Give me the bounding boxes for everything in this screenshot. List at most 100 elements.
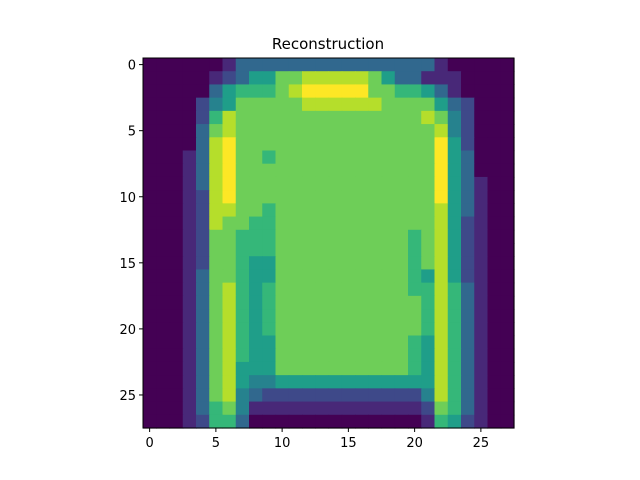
- heatmap-cell: [182, 388, 197, 403]
- heatmap-cell: [500, 124, 515, 138]
- heatmap-cell: [235, 335, 250, 350]
- heatmap-cell: [315, 401, 330, 416]
- heatmap-cell: [328, 110, 343, 125]
- heatmap-cell: [394, 97, 409, 112]
- heatmap-cell: [421, 256, 436, 271]
- heatmap-cell: [143, 243, 157, 257]
- heatmap-cell: [288, 190, 303, 204]
- heatmap-cell: [408, 124, 422, 138]
- heatmap-cell: [328, 137, 343, 152]
- heatmap-cell: [209, 243, 224, 257]
- heatmap-cell: [328, 229, 343, 244]
- heatmap-cell: [434, 216, 449, 231]
- heatmap-cell: [355, 348, 369, 363]
- heatmap-cell: [235, 203, 250, 218]
- heatmap-cell: [368, 361, 383, 376]
- heatmap-cell: [421, 150, 436, 165]
- heatmap-cell: [328, 401, 343, 416]
- heatmap-cell: [500, 84, 515, 99]
- heatmap-cell: [381, 71, 396, 86]
- heatmap-cell: [182, 243, 197, 257]
- heatmap-cell: [288, 361, 303, 376]
- heatmap-cell: [368, 322, 383, 337]
- heatmap-cell: [381, 190, 396, 204]
- heatmap-cell: [315, 190, 330, 204]
- heatmap-cell: [474, 414, 489, 429]
- heatmap-cell: [209, 414, 224, 429]
- heatmap-cell: [368, 176, 383, 191]
- heatmap-cell: [249, 361, 263, 376]
- heatmap-cell: [182, 137, 197, 152]
- heatmap-cell: [169, 84, 184, 99]
- heatmap-cell: [209, 282, 224, 297]
- heatmap-cell: [328, 176, 343, 191]
- heatmap-cell: [408, 282, 422, 297]
- heatmap-cell: [315, 124, 330, 138]
- heatmap-cell: [474, 229, 489, 244]
- heatmap-cell: [262, 71, 277, 86]
- heatmap-cell: [394, 375, 409, 389]
- heatmap-cell: [487, 110, 502, 125]
- heatmap-cell: [302, 84, 316, 99]
- heatmap-cell: [408, 243, 422, 257]
- heatmap-cell: [341, 216, 356, 231]
- heatmap-cell: [434, 58, 449, 72]
- heatmap-cell: [394, 269, 409, 284]
- heatmap-cell: [394, 150, 409, 165]
- heatmap-cell: [169, 335, 184, 350]
- heatmap-cell: [487, 269, 502, 284]
- heatmap-cell: [381, 110, 396, 125]
- heatmap-cell: [249, 295, 263, 310]
- heatmap-cell: [156, 150, 171, 165]
- heatmap-cell: [408, 229, 422, 244]
- heatmap-cell: [222, 348, 237, 363]
- heatmap-cell: [447, 414, 462, 429]
- heatmap-cell: [408, 137, 422, 152]
- heatmap-cell: [408, 84, 422, 99]
- heatmap-cell: [487, 216, 502, 231]
- heatmap-cell: [447, 190, 462, 204]
- heatmap-cell: [182, 203, 197, 218]
- heatmap-cell: [408, 361, 422, 376]
- heatmap-cell: [434, 256, 449, 271]
- heatmap-cell: [262, 414, 277, 429]
- heatmap-cell: [169, 150, 184, 165]
- heatmap-cell: [328, 71, 343, 86]
- heatmap-cell: [355, 295, 369, 310]
- heatmap-cell: [262, 97, 277, 112]
- heatmap-cell: [222, 322, 237, 337]
- heatmap-cell: [447, 335, 462, 350]
- heatmap-cell: [196, 229, 210, 244]
- heatmap-cell: [461, 375, 475, 389]
- heatmap-cell: [275, 401, 290, 416]
- heatmap-cell: [461, 335, 475, 350]
- heatmap-cell: [368, 163, 383, 178]
- heatmap-cell: [182, 190, 197, 204]
- heatmap-cell: [302, 71, 316, 86]
- heatmap-cell: [421, 84, 436, 99]
- heatmap-cell: [169, 309, 184, 323]
- heatmap-cell: [487, 190, 502, 204]
- heatmap-cell: [447, 203, 462, 218]
- heatmap-cell: [315, 216, 330, 231]
- heatmap-cell: [182, 110, 197, 125]
- heatmap-cell: [421, 269, 436, 284]
- heatmap-cell: [156, 401, 171, 416]
- heatmap-cell: [249, 309, 263, 323]
- heatmap-cell: [235, 84, 250, 99]
- heatmap-cell: [262, 216, 277, 231]
- heatmap-cell: [182, 176, 197, 191]
- heatmap-cell: [447, 71, 462, 86]
- heatmap-cell: [196, 71, 210, 86]
- heatmap-cell: [196, 137, 210, 152]
- heatmap-cell: [487, 97, 502, 112]
- heatmap-cell: [222, 335, 237, 350]
- heatmap-cell: [368, 150, 383, 165]
- heatmap-cell: [461, 190, 475, 204]
- heatmap-cell: [474, 388, 489, 403]
- heatmap-cell: [434, 71, 449, 86]
- heatmap-cell: [474, 176, 489, 191]
- heatmap-cell: [143, 229, 157, 244]
- heatmap-cell: [222, 176, 237, 191]
- heatmap-cell: [302, 322, 316, 337]
